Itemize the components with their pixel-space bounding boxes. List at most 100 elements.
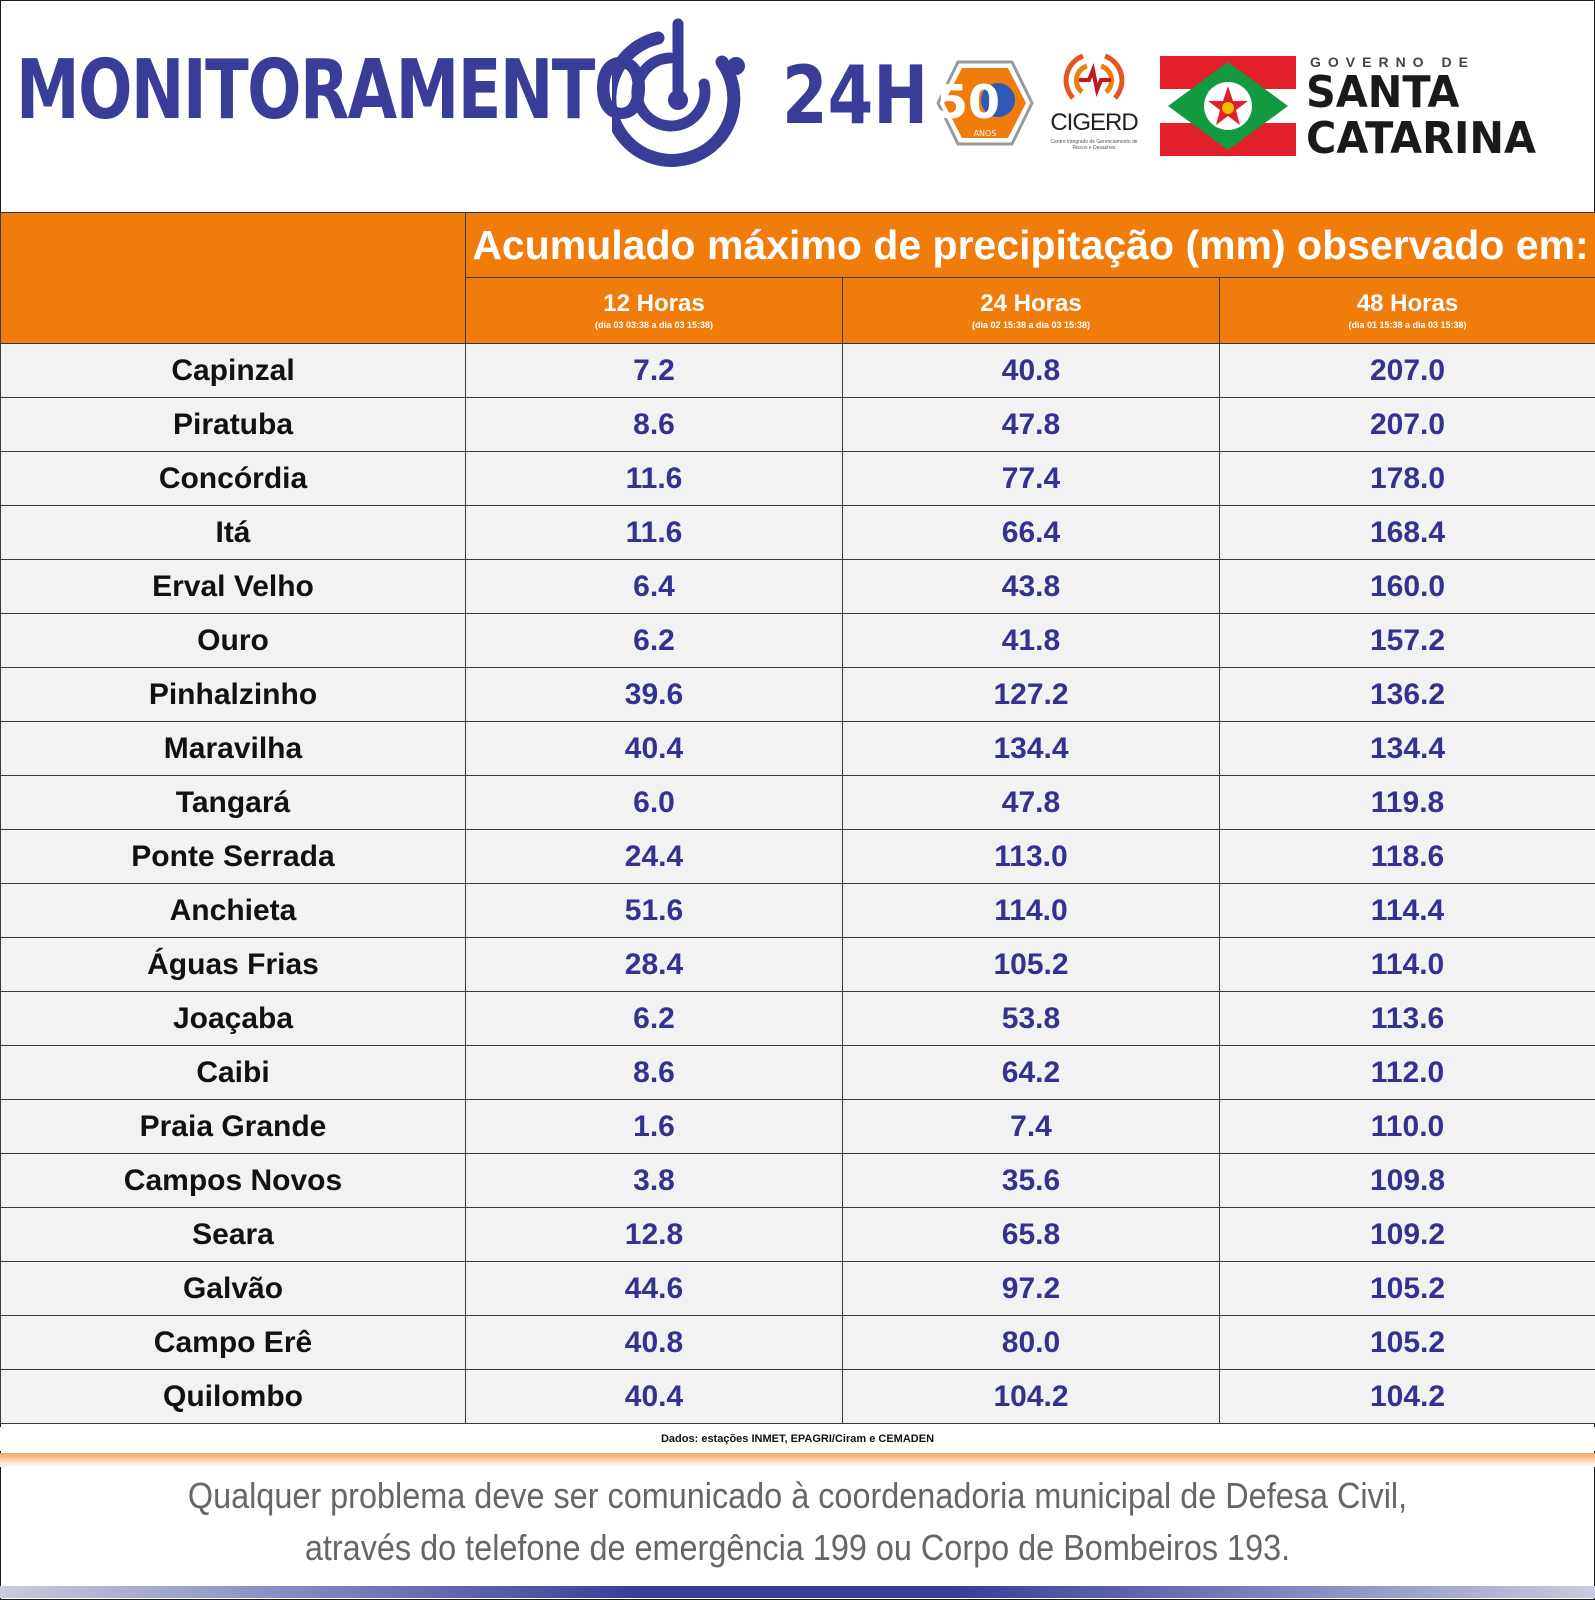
- city-cell: Tangará: [0, 775, 466, 830]
- table-row: Joaçaba 6.2 53.8 113.6: [0, 991, 1595, 1046]
- table-row: Anchieta 51.6 114.0 114.4: [0, 883, 1595, 938]
- cigerd-name: CIGERD: [1050, 109, 1138, 136]
- brand-title: MONITORAMENTO: [16, 43, 648, 138]
- header-banner: MONITORAMENTO 24H 50 ANOS CIGERD Centro …: [0, 0, 1595, 212]
- city-cell: Maravilha: [0, 721, 466, 776]
- city-cell: Seara: [0, 1207, 466, 1262]
- city-cell: Águas Frias: [0, 937, 466, 992]
- data-source-note: Dados: estações INMET, EPAGRI/Ciram e CE…: [0, 1427, 1595, 1451]
- monitoring-radar-icon: [612, 18, 745, 167]
- value-48h-cell: 160.0: [1218, 559, 1595, 614]
- value-48h-cell: 113.6: [1218, 991, 1595, 1046]
- city-cell: Praia Grande: [0, 1099, 466, 1154]
- value-48h-cell: 114.4: [1218, 883, 1595, 938]
- table-row: Seara 12.8 65.8 109.2: [0, 1207, 1595, 1262]
- value-12h-cell: 1.6: [465, 1099, 843, 1154]
- value-48h-cell: 105.2: [1218, 1315, 1595, 1370]
- city-cell: Campos Novos: [0, 1153, 466, 1208]
- table-row: Tangará 6.0 47.8 119.8: [0, 775, 1595, 830]
- blue-divider: [0, 1586, 1595, 1598]
- value-48h-cell: 157.2: [1218, 613, 1595, 668]
- table-row: Campos Novos 3.8 35.6 109.8: [0, 1153, 1595, 1208]
- city-cell: Quilombo: [0, 1369, 466, 1424]
- badge-label: ANOS: [974, 129, 997, 138]
- footer-line-1: Qualquer problema deve ser comunicado à …: [187, 1475, 1408, 1516]
- value-24h-cell: 97.2: [842, 1261, 1220, 1316]
- value-48h-cell: 109.8: [1218, 1153, 1595, 1208]
- value-24h-cell: 127.2: [842, 667, 1220, 722]
- value-48h-cell: 134.4: [1218, 721, 1595, 776]
- value-12h-cell: 8.6: [465, 397, 843, 452]
- table-row: Capinzal 7.2 40.8 207.0: [0, 343, 1595, 398]
- table-row: Campo Erê 40.8 80.0 105.2: [0, 1315, 1595, 1370]
- government-label: GOVERNO DE: [1310, 54, 1475, 70]
- city-header-cell: [0, 212, 466, 344]
- cigerd-signal-icon: [1063, 53, 1125, 100]
- table-row: Piratuba 8.6 47.8 207.0: [0, 397, 1595, 452]
- city-cell: Pinhalzinho: [0, 667, 466, 722]
- value-24h-cell: 47.8: [842, 397, 1220, 452]
- column-label: 24 Horas: [980, 289, 1082, 317]
- city-cell: Itá: [0, 505, 466, 560]
- table-row: Caibi 8.6 64.2 112.0: [0, 1045, 1595, 1100]
- value-12h-cell: 51.6: [465, 883, 843, 938]
- city-cell: Concórdia: [0, 451, 466, 506]
- footer-line-2: através do telefone de emergência 199 ou…: [304, 1527, 1291, 1568]
- city-cell: Campo Erê: [0, 1315, 466, 1370]
- value-24h-cell: 53.8: [842, 991, 1220, 1046]
- value-24h-cell: 105.2: [842, 937, 1220, 992]
- santa-catarina-flag-icon: [1160, 56, 1296, 156]
- city-cell: Anchieta: [0, 883, 466, 938]
- value-12h-cell: 40.4: [465, 721, 843, 776]
- state-name: SANTA CATARINA: [1306, 70, 1536, 162]
- column-range: (dia 03 03:38 a dia 03 15:38): [594, 319, 714, 330]
- value-24h-cell: 47.8: [842, 775, 1220, 830]
- value-48h-cell: 119.8: [1218, 775, 1595, 830]
- value-12h-cell: 39.6: [465, 667, 843, 722]
- value-12h-cell: 12.8: [465, 1207, 843, 1262]
- city-cell: Galvão: [0, 1261, 466, 1316]
- table-title-row: Acumulado máximo de precipitação (mm) ob…: [0, 212, 1595, 344]
- table-row: Quilombo 40.4 104.2 104.2: [0, 1369, 1595, 1424]
- value-24h-cell: 40.8: [842, 343, 1220, 398]
- city-cell: Erval Velho: [0, 559, 466, 614]
- value-12h-cell: 3.8: [465, 1153, 843, 1208]
- value-12h-cell: 8.6: [465, 1045, 843, 1100]
- value-12h-cell: 6.4: [465, 559, 843, 614]
- value-48h-cell: 178.0: [1218, 451, 1595, 506]
- value-24h-cell: 104.2: [842, 1369, 1220, 1424]
- value-12h-cell: 28.4: [465, 937, 843, 992]
- table-title: Acumulado máximo de precipitação (mm) ob…: [464, 212, 1595, 278]
- city-cell: Piratuba: [0, 397, 466, 452]
- value-48h-cell: 168.4: [1218, 505, 1595, 560]
- value-48h-cell: 110.0: [1218, 1099, 1595, 1154]
- value-24h-cell: 80.0: [842, 1315, 1220, 1370]
- value-24h-cell: 35.6: [842, 1153, 1220, 1208]
- value-48h-cell: 207.0: [1218, 397, 1595, 452]
- city-cell: Capinzal: [0, 343, 466, 398]
- column-label: 48 Horas: [1356, 289, 1459, 317]
- orange-divider: [0, 1453, 1595, 1467]
- value-12h-cell: 40.4: [465, 1369, 843, 1424]
- footer-notice: Qualquer problema deve ser comunicado à …: [0, 1470, 1595, 1574]
- table-row: Ouro 6.2 41.8 157.2: [0, 613, 1595, 668]
- value-48h-cell: 118.6: [1218, 829, 1595, 884]
- precipitation-table: Acumulado máximo de precipitação (mm) ob…: [0, 212, 1595, 1424]
- state-name-line2: CATARINA: [1306, 113, 1537, 164]
- city-cell: Caibi: [0, 1045, 466, 1100]
- table-row: Erval Velho 6.4 43.8 160.0: [0, 559, 1595, 614]
- table-row: Concórdia 11.6 77.4 178.0: [0, 451, 1595, 506]
- value-24h-cell: 64.2: [842, 1045, 1220, 1100]
- value-24h-cell: 65.8: [842, 1207, 1220, 1262]
- value-12h-cell: 44.6: [465, 1261, 843, 1316]
- cigerd-subtitle: Centro Integrado de Gerenciamento de Ris…: [1050, 139, 1138, 151]
- state-name-line1: SANTA: [1306, 67, 1460, 118]
- badge-number: 50: [936, 75, 1000, 129]
- value-48h-cell: 112.0: [1218, 1045, 1595, 1100]
- value-48h-cell: 207.0: [1218, 343, 1595, 398]
- value-12h-cell: 24.4: [465, 829, 843, 884]
- column-header-12h: 12 Horas (dia 03 03:38 a dia 03 15:38): [465, 277, 843, 344]
- value-12h-cell: 11.6: [465, 505, 843, 560]
- value-12h-cell: 6.0: [465, 775, 843, 830]
- column-header-48h: 48 Horas (dia 01 15:38 a dia 03 15:38): [1218, 277, 1595, 344]
